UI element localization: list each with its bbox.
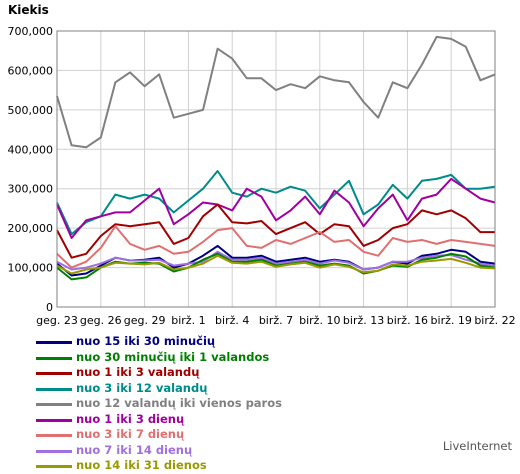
legend-label: nuo 15 iki 30 minučių [76, 334, 216, 348]
legend-label: nuo 1 iki 3 valandų [76, 365, 200, 379]
y-axis-ticks: 0 100,000 200,000 300,000 400,000 500,000 600,… [8, 25, 54, 314]
legend-swatch [36, 403, 72, 406]
legend-swatch [36, 372, 72, 375]
legend-item: nuo 1 iki 3 valandų [36, 365, 366, 381]
y-tick-label: 700,000 [8, 25, 54, 38]
legend-swatch [36, 387, 72, 391]
x-tick-label: birž. 4 [215, 314, 249, 327]
y-tick-label: 500,000 [8, 104, 54, 117]
x-tick-label: geg. 26 [80, 314, 122, 327]
y-tick-label: 0 [46, 301, 53, 314]
y-tick-label: 400,000 [8, 143, 54, 156]
legend-swatch [36, 465, 72, 468]
legend-swatch [36, 418, 72, 422]
x-tick-label: birž. 1 [171, 314, 205, 327]
series-line [56, 250, 496, 271]
y-tick-label: 300,000 [8, 183, 54, 196]
series-lines [56, 35, 496, 281]
legend-item: nuo 12 valandų iki vienos paros [36, 396, 366, 412]
legend-item: nuo 1 iki 3 dienų [36, 412, 366, 428]
legend-label: nuo 14 iki 31 dienos [76, 458, 207, 472]
legend-label: nuo 3 iki 7 dienų [76, 427, 185, 441]
legend-item: nuo 7 iki 14 dienų [36, 443, 366, 459]
legend-swatch [36, 356, 72, 360]
series-line [56, 203, 495, 259]
liveinternet-credit: LiveInternet [442, 439, 512, 453]
x-tick-label: birž. 16 [387, 314, 428, 327]
x-tick-label: birž. 7 [259, 314, 293, 327]
legend-label: nuo 3 iki 12 valandų [76, 380, 208, 395]
x-axis-ticks: geg. 23 geg. 26 geg. 29 birž. 1 birž. 4 birž.… [36, 314, 516, 327]
x-tick-label: birž. 22 [474, 314, 515, 327]
x-tick-label: geg. 23 [36, 314, 78, 327]
legend-item: nuo 3 iki 7 dienų [36, 427, 366, 443]
series-line [56, 254, 496, 275]
series-line [56, 170, 496, 236]
legend-swatch [36, 434, 72, 437]
legend-item: nuo 14 iki 31 dienos [36, 458, 366, 474]
y-axis-title: Kiekis [8, 3, 49, 17]
x-tick-label: birž. 10 [299, 314, 340, 327]
x-tick-label: birž. 13 [343, 314, 384, 327]
legend-label: nuo 12 valandų iki vienos paros [76, 396, 282, 410]
x-tick-label: geg. 29 [124, 314, 166, 327]
series-line [56, 35, 496, 149]
legend-item: nuo 30 minučių iki 1 valandos [36, 350, 366, 366]
series-line [56, 225, 496, 269]
legend-swatch [36, 341, 72, 344]
legend-swatch [36, 449, 72, 453]
plot-frame [56, 30, 496, 308]
series-line [56, 177, 496, 239]
legend-label: nuo 30 minučių iki 1 valandos [76, 349, 270, 364]
legend: nuo 15 iki 30 minučių nuo 30 minučių iki … [36, 334, 366, 474]
y-tick-label: 600,000 [8, 64, 54, 77]
y-tick-label: 100,000 [8, 262, 54, 275]
legend-item: nuo 3 iki 12 valandų [36, 381, 366, 397]
chart: Kiekis 0 100,000 200,000 300,000 400,000 500,… [8, 3, 516, 327]
y-tick-label: 200,000 [8, 222, 54, 235]
legend-item: nuo 15 iki 30 minučių [36, 334, 366, 350]
x-tick-label: birž. 19 [431, 314, 472, 327]
legend-label: nuo 1 iki 3 dienų [76, 411, 185, 426]
legend-label: nuo 7 iki 14 dienų [76, 442, 193, 457]
